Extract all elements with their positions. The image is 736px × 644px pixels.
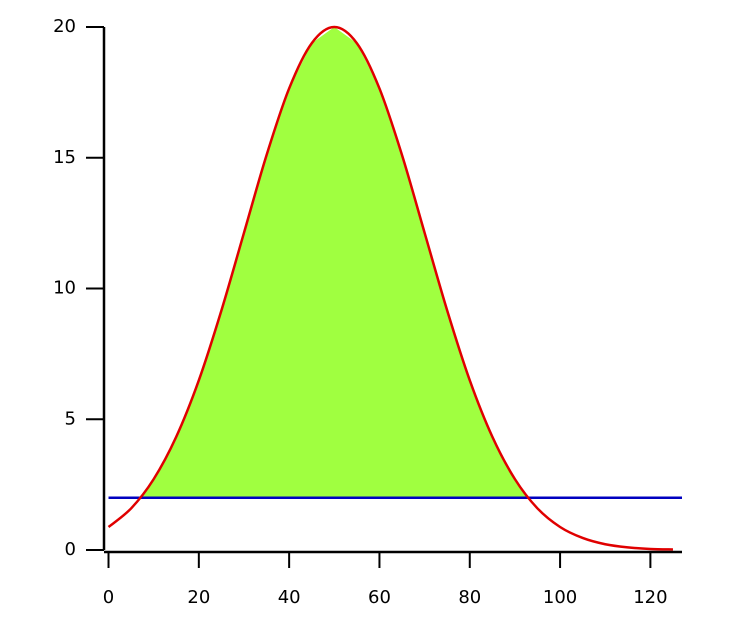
y-tick-label: 5 [65,408,76,429]
x-tick-label: 60 [368,587,391,608]
x-tick-label: 20 [187,587,210,608]
x-tick-label: 80 [458,587,481,608]
threshold-area [139,27,530,498]
y-tick-label: 10 [53,278,76,299]
x-tick-label: 0 [103,587,114,608]
y-tick-label: 20 [53,16,76,37]
x-tick-label: 100 [543,587,577,608]
y-tick-label: 15 [53,147,76,168]
x-tick-label: 120 [633,587,667,608]
curve [107,25,673,551]
y-tick-label: 0 [65,539,76,560]
x-tick-label: 40 [278,587,301,608]
